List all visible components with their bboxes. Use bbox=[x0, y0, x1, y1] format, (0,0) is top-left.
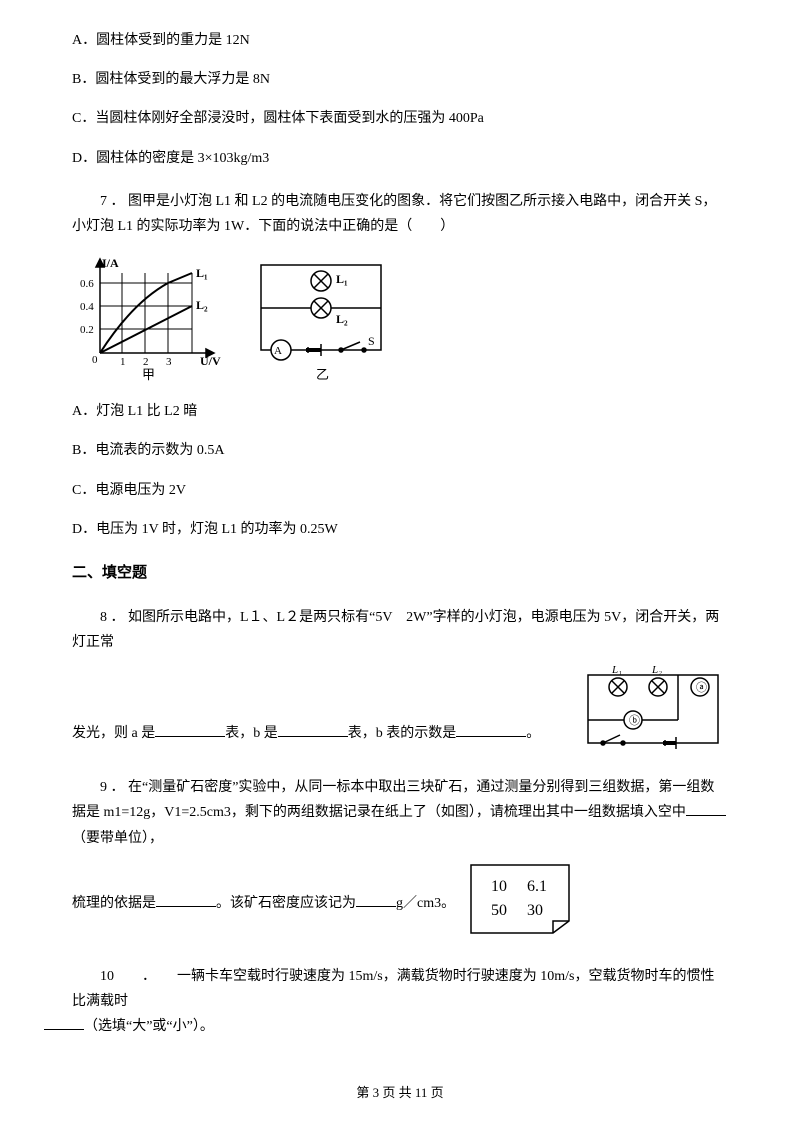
q8-blank-3 bbox=[456, 722, 526, 737]
q7-option-c: C．电源电压为 2V bbox=[72, 478, 728, 503]
q10-blank bbox=[44, 1015, 84, 1030]
graph-ytick-0: 0 bbox=[92, 354, 98, 366]
graph-xtick-3: 3 bbox=[166, 356, 172, 368]
q9-text-part1: 9 ． 在“测量矿石密度”实验中，从同一标本中取出三块矿石，通过测量分别得到三组… bbox=[72, 775, 728, 851]
q9-line2: 梳理的依据是 。该矿石密度应该记为 g／cm3。 10 6.1 50 30 bbox=[72, 861, 728, 946]
q6-option-c: C．当圆柱体刚好全部浸没时，圆柱体下表面受到水的压强为 400Pa bbox=[72, 106, 728, 131]
graph-x-label: U/V bbox=[200, 354, 221, 368]
circuit-s-label: S bbox=[368, 334, 375, 348]
q8-a-label: ⓐ bbox=[696, 681, 707, 694]
q9-part1-text: 9 ． 在“测量矿石密度”实验中，从同一标本中取出三块矿石，通过测量分别得到三组… bbox=[72, 780, 714, 820]
graph-y-label: I/A bbox=[102, 256, 119, 270]
q7-circuit-icon: L₁ L₂ A S 乙 bbox=[246, 253, 396, 383]
q7-figures: I/A 0.6 0.4 0.2 0 1 2 3 U/V L₁ L₂ 甲 bbox=[72, 253, 728, 383]
graph-xtick-1: 1 bbox=[120, 356, 126, 368]
q10-end: （选填“大”或“小”）。 bbox=[84, 1019, 214, 1034]
q7-graph-icon: I/A 0.6 0.4 0.2 0 1 2 3 U/V L₁ L₂ 甲 bbox=[72, 253, 222, 383]
q9-blank-3 bbox=[356, 892, 396, 907]
q8-part2-pre: 发光，则 a 是 bbox=[72, 726, 155, 741]
q6-option-b: B．圆柱体受到的最大浮力是 8N bbox=[72, 67, 728, 92]
paper-r1c2: 6.1 bbox=[527, 878, 547, 895]
page: A．圆柱体受到的重力是 12N B．圆柱体受到的最大浮力是 8N C．当圆柱体刚… bbox=[0, 0, 800, 1132]
q6-option-d: D．圆柱体的密度是 3×103kg/m3 bbox=[72, 146, 728, 171]
q8-circuit-icon: L₁ L₂ ⓐ ⓑ bbox=[578, 665, 728, 753]
q9-part2-end: g／cm3。 bbox=[396, 896, 455, 911]
circuit-caption: 乙 bbox=[316, 367, 329, 382]
q8-part2-mid2: 表，b 表的示数是 bbox=[348, 726, 457, 741]
q9-blank-2 bbox=[156, 892, 216, 907]
q6-option-a: A．圆柱体受到的重力是 12N bbox=[72, 28, 728, 53]
graph-ytick-06: 0.6 bbox=[80, 278, 94, 290]
paper-r2c1: 50 bbox=[491, 902, 507, 919]
graph-caption: 甲 bbox=[142, 367, 155, 382]
q8-text-part1: 8 ． 如图所示电路中，L１、L２是两只标有“5V 2W”字样的小灯泡，电源电压… bbox=[72, 605, 728, 655]
q7-intro: 7 ． 图甲是小灯泡 L1 和 L2 的电流随电压变化的图象．将它们按图乙所示接… bbox=[72, 189, 728, 239]
q9-notepaper-icon: 10 6.1 50 30 bbox=[465, 861, 575, 946]
q8-l2-label: L₂ bbox=[651, 665, 662, 676]
q8-part2-end: 。 bbox=[526, 726, 540, 741]
q10-text: 10 ． 一辆卡车空载时行驶速度为 15m/s，满载货物时行驶速度为 10m/s… bbox=[72, 964, 728, 1040]
q9-part1-end: （要带单位）， bbox=[72, 831, 163, 846]
paper-r2c2: 30 bbox=[527, 902, 543, 919]
circuit-l1-label: L₁ bbox=[336, 272, 348, 286]
page-footer: 第 3 页 共 11 页 bbox=[0, 1081, 800, 1104]
graph-ytick-04: 0.4 bbox=[80, 301, 94, 313]
paper-r1c1: 10 bbox=[491, 878, 507, 895]
q7-option-a: A．灯泡 L1 比 L2 暗 bbox=[72, 399, 728, 424]
graph-l2-label: L₂ bbox=[196, 298, 208, 312]
q9-part2-mid: 。该矿石密度应该记为 bbox=[216, 896, 356, 911]
q8-part2-mid1: 表，b 是 bbox=[225, 726, 278, 741]
q9-blank-1 bbox=[686, 801, 726, 816]
q7-option-b: B．电流表的示数为 0.5A bbox=[72, 438, 728, 463]
q8-blank-2 bbox=[278, 722, 348, 737]
circuit-l2-label: L₂ bbox=[336, 312, 348, 326]
q9-part2-pre: 梳理的依据是 bbox=[72, 896, 156, 911]
graph-ytick-02: 0.2 bbox=[80, 324, 94, 336]
q8-l1-label: L₁ bbox=[611, 665, 622, 676]
q8-b-label: ⓑ bbox=[629, 714, 640, 727]
q7-option-d: D．电压为 1V 时，灯泡 L1 的功率为 0.25W bbox=[72, 517, 728, 542]
circuit-a-label: A bbox=[274, 345, 282, 357]
section-2-heading: 二、填空题 bbox=[72, 560, 728, 587]
q8-blank-1 bbox=[155, 722, 225, 737]
q10-pre: 10 ． 一辆卡车空载时行驶速度为 15m/s，满载货物时行驶速度为 10m/s… bbox=[72, 969, 714, 1009]
graph-l1-label: L₁ bbox=[196, 266, 208, 280]
